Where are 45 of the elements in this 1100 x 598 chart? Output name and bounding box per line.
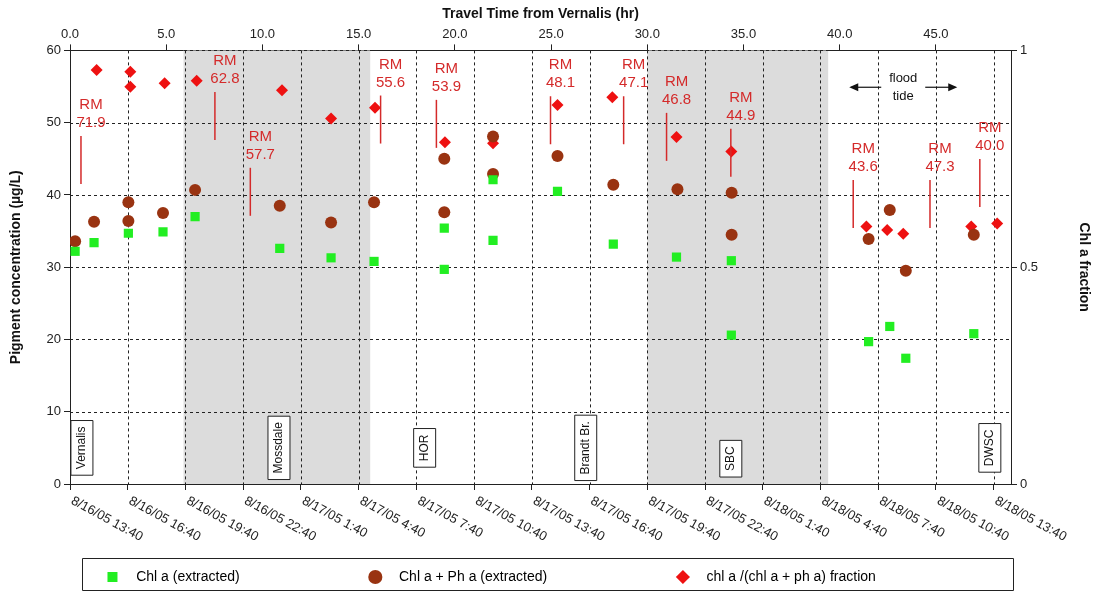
y2-axis-title: Chl a fraction [1076,222,1093,312]
y-tick-label: 50 [46,114,61,130]
annotation: RM 44.9 [726,87,756,123]
x2-tick-label: 10.0 [249,26,276,42]
annotation: RM 71.9 [76,95,106,131]
annotation: SBC [723,446,738,472]
annotation: DWSC [982,429,997,467]
y-tick-label: 10 [46,403,61,419]
annotation: RM 43.6 [848,139,878,175]
annotation: RM 55.6 [375,54,406,90]
x2-tick-label: 35.0 [730,26,757,42]
annotation: flood tide [889,69,918,103]
y-tick-label: 40 [46,186,61,202]
y-tick-label: 20 [46,331,61,347]
annotation: Vernalis [74,426,89,470]
x2-tick-label: 25.0 [538,26,564,42]
annotation: Mossdale [271,421,286,474]
annotation: RM 46.8 [661,72,692,108]
legend-label: Chl a (extracted) [124,567,357,584]
x2-tick-label: 15.0 [345,26,372,42]
x2-tick-label: 45.0 [923,26,949,42]
x2-tick-label: 20.0 [442,26,468,42]
x2-tick-label: 30.0 [634,26,660,42]
annotation: RM 48.1 [545,55,576,91]
x2-tick-label: 0.0 [60,26,80,42]
x2-axis-title: Travel Time from Vernalis (hr) [442,5,639,22]
legend-label: chl a /(chl a + ph a) fraction [694,567,993,584]
y2-tick-label: 1 [1020,41,1028,57]
annotation: Brandt Br. [578,421,593,475]
annotation: RM 53.9 [431,59,461,94]
x2-tick-label: 40.0 [827,26,853,42]
annotation: RM 47.1 [619,55,649,91]
annotation: RM 62.8 [210,51,240,87]
y2-tick-label: 0 [1020,475,1028,491]
annotation: RM 40.0 [975,118,1005,154]
y-tick-label: 60 [46,41,61,57]
annotation: HOR [416,434,431,462]
y-tick-label: 30 [46,258,61,274]
annotation: RM 57.7 [245,126,275,162]
y-tick-label: 0 [53,475,61,491]
legend-label: Chl a + Ph a (extracted) [387,567,664,584]
y2-tick-label: 0.5 [1020,258,1039,274]
annotation: RM 47.3 [925,139,955,175]
x2-tick-label: 5.0 [157,26,176,42]
y-axis-title: Pigment concentration (µg/L) [7,170,24,365]
